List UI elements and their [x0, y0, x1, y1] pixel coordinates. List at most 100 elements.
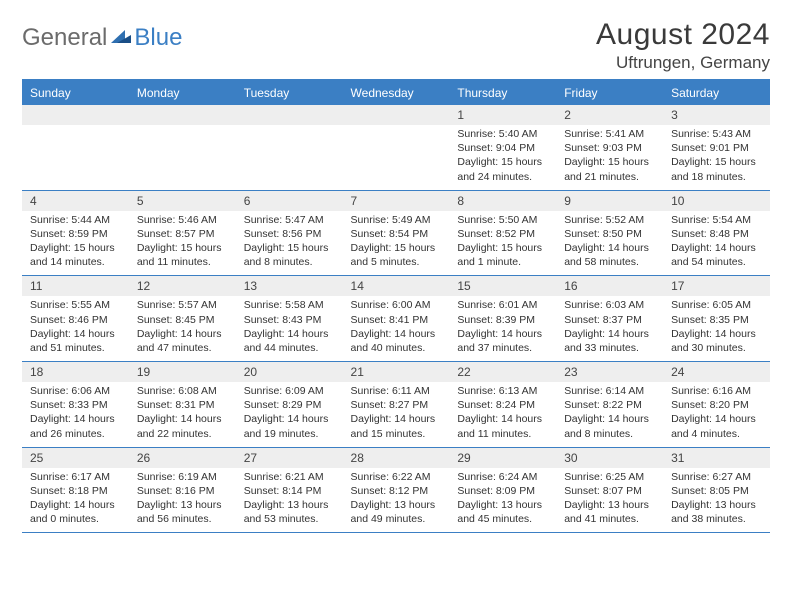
daylight-text-2: and 1 minute.	[457, 255, 552, 269]
daylight-text-1: Daylight: 14 hours	[137, 327, 232, 341]
daylight-text-2: and 40 minutes.	[351, 341, 446, 355]
daynum-cell: 2	[556, 105, 663, 125]
day-cell: Sunrise: 5:44 AMSunset: 8:59 PMDaylight:…	[22, 211, 129, 276]
sunset-text: Sunset: 9:01 PM	[671, 141, 766, 155]
logo-mark-icon	[111, 27, 131, 50]
sunrise-text: Sunrise: 6:25 AM	[564, 470, 659, 484]
daynum-row: 123	[22, 105, 770, 125]
daynum-cell: 21	[343, 362, 450, 383]
daylight-text-2: and 24 minutes.	[457, 170, 552, 184]
sunrise-text: Sunrise: 6:19 AM	[137, 470, 232, 484]
daynum-cell: 9	[556, 190, 663, 211]
daylight-text-2: and 33 minutes.	[564, 341, 659, 355]
sunrise-text: Sunrise: 5:40 AM	[457, 127, 552, 141]
daylight-text-1: Daylight: 13 hours	[244, 498, 339, 512]
sunset-text: Sunset: 8:45 PM	[137, 313, 232, 327]
day-cell: Sunrise: 6:11 AMSunset: 8:27 PMDaylight:…	[343, 382, 450, 447]
daylight-text-2: and 37 minutes.	[457, 341, 552, 355]
content-row: Sunrise: 5:44 AMSunset: 8:59 PMDaylight:…	[22, 211, 770, 276]
day-header-cell: Friday	[556, 80, 663, 105]
day-cell: Sunrise: 5:47 AMSunset: 8:56 PMDaylight:…	[236, 211, 343, 276]
daylight-text-2: and 56 minutes.	[137, 512, 232, 526]
daynum-cell: 10	[663, 190, 770, 211]
daynum-cell: 4	[22, 190, 129, 211]
sunset-text: Sunset: 8:05 PM	[671, 484, 766, 498]
sunrise-text: Sunrise: 5:41 AM	[564, 127, 659, 141]
daylight-text-2: and 4 minutes.	[671, 427, 766, 441]
sunset-text: Sunset: 8:57 PM	[137, 227, 232, 241]
sunrise-text: Sunrise: 6:03 AM	[564, 298, 659, 312]
day-cell: Sunrise: 5:54 AMSunset: 8:48 PMDaylight:…	[663, 211, 770, 276]
sunset-text: Sunset: 8:59 PM	[30, 227, 125, 241]
day-cell	[343, 125, 450, 190]
sunrise-text: Sunrise: 5:57 AM	[137, 298, 232, 312]
daylight-text-2: and 53 minutes.	[244, 512, 339, 526]
logo: General Blue	[22, 24, 182, 52]
day-cell: Sunrise: 5:55 AMSunset: 8:46 PMDaylight:…	[22, 296, 129, 361]
daynum-cell: 29	[449, 447, 556, 468]
sunset-text: Sunset: 8:33 PM	[30, 398, 125, 412]
sunset-text: Sunset: 9:03 PM	[564, 141, 659, 155]
sunrise-text: Sunrise: 6:00 AM	[351, 298, 446, 312]
day-cell: Sunrise: 5:40 AMSunset: 9:04 PMDaylight:…	[449, 125, 556, 190]
day-cell: Sunrise: 6:25 AMSunset: 8:07 PMDaylight:…	[556, 468, 663, 533]
sunset-text: Sunset: 8:43 PM	[244, 313, 339, 327]
daynum-cell: 12	[129, 276, 236, 297]
daylight-text-1: Daylight: 14 hours	[671, 412, 766, 426]
sunrise-text: Sunrise: 5:55 AM	[30, 298, 125, 312]
sunrise-text: Sunrise: 5:50 AM	[457, 213, 552, 227]
daylight-text-1: Daylight: 14 hours	[351, 412, 446, 426]
daynum-cell: 28	[343, 447, 450, 468]
daylight-text-2: and 18 minutes.	[671, 170, 766, 184]
sunset-text: Sunset: 8:22 PM	[564, 398, 659, 412]
sunset-text: Sunset: 8:14 PM	[244, 484, 339, 498]
sunrise-text: Sunrise: 5:54 AM	[671, 213, 766, 227]
sunrise-text: Sunrise: 6:27 AM	[671, 470, 766, 484]
daylight-text-2: and 45 minutes.	[457, 512, 552, 526]
daynum-cell: 17	[663, 276, 770, 297]
calendar-table: SundayMondayTuesdayWednesdayThursdayFrid…	[22, 79, 770, 533]
daylight-text-2: and 49 minutes.	[351, 512, 446, 526]
daylight-text-1: Daylight: 15 hours	[457, 241, 552, 255]
sunrise-text: Sunrise: 5:47 AM	[244, 213, 339, 227]
daylight-text-1: Daylight: 14 hours	[244, 327, 339, 341]
daylight-text-1: Daylight: 15 hours	[137, 241, 232, 255]
daylight-text-1: Daylight: 14 hours	[351, 327, 446, 341]
daylight-text-1: Daylight: 14 hours	[564, 327, 659, 341]
daylight-text-1: Daylight: 13 hours	[564, 498, 659, 512]
daynum-cell: 27	[236, 447, 343, 468]
day-cell: Sunrise: 5:46 AMSunset: 8:57 PMDaylight:…	[129, 211, 236, 276]
daylight-text-2: and 11 minutes.	[137, 255, 232, 269]
day-cell: Sunrise: 5:52 AMSunset: 8:50 PMDaylight:…	[556, 211, 663, 276]
day-cell: Sunrise: 6:08 AMSunset: 8:31 PMDaylight:…	[129, 382, 236, 447]
daynum-cell	[129, 105, 236, 125]
day-header-cell: Tuesday	[236, 80, 343, 105]
logo-text-general: General	[22, 24, 107, 52]
daynum-cell: 7	[343, 190, 450, 211]
sunrise-text: Sunrise: 6:11 AM	[351, 384, 446, 398]
day-cell: Sunrise: 5:58 AMSunset: 8:43 PMDaylight:…	[236, 296, 343, 361]
sunrise-text: Sunrise: 6:16 AM	[671, 384, 766, 398]
daynum-cell: 15	[449, 276, 556, 297]
daylight-text-2: and 58 minutes.	[564, 255, 659, 269]
daynum-cell: 5	[129, 190, 236, 211]
daynum-cell: 1	[449, 105, 556, 125]
sunrise-text: Sunrise: 6:05 AM	[671, 298, 766, 312]
day-cell: Sunrise: 6:27 AMSunset: 8:05 PMDaylight:…	[663, 468, 770, 533]
day-header-row: SundayMondayTuesdayWednesdayThursdayFrid…	[22, 80, 770, 105]
daynum-cell: 26	[129, 447, 236, 468]
daylight-text-2: and 8 minutes.	[564, 427, 659, 441]
sunrise-text: Sunrise: 6:13 AM	[457, 384, 552, 398]
daylight-text-1: Daylight: 15 hours	[457, 155, 552, 169]
daylight-text-2: and 44 minutes.	[244, 341, 339, 355]
sunset-text: Sunset: 8:31 PM	[137, 398, 232, 412]
daynum-cell: 3	[663, 105, 770, 125]
sunset-text: Sunset: 8:18 PM	[30, 484, 125, 498]
daynum-cell: 11	[22, 276, 129, 297]
sunrise-text: Sunrise: 6:01 AM	[457, 298, 552, 312]
title-block: August 2024 Uftrungen, Germany	[596, 18, 770, 73]
day-cell: Sunrise: 6:19 AMSunset: 8:16 PMDaylight:…	[129, 468, 236, 533]
sunrise-text: Sunrise: 6:22 AM	[351, 470, 446, 484]
sunset-text: Sunset: 8:24 PM	[457, 398, 552, 412]
content-row: Sunrise: 6:06 AMSunset: 8:33 PMDaylight:…	[22, 382, 770, 447]
